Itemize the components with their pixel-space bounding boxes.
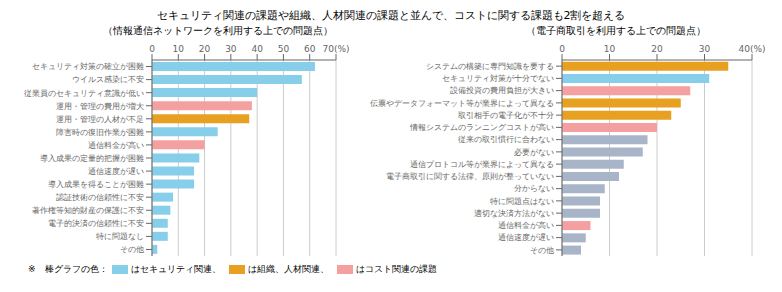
html-text:※ 棒グラフの色：: ※ 棒グラフの色： [28, 263, 108, 274]
svg-text:通信プロトコル等が業界によって異なる: 通信プロトコル等が業界によって異なる [410, 160, 554, 169]
html-text:（情報通信ネットワークを利用する上での問題点）: （情報通信ネットワークを利用する上での問題点） [103, 25, 333, 36]
svg-text:特に問題なし: 特に問題なし [96, 232, 144, 241]
html-text:セキュリティ関連の課題や組織、人材関連の課題と並んで、コスト: セキュリティ関連の課題や組織、人材関連の課題と並んで、コストに関する課題も2割を… [156, 9, 626, 22]
svg-text:その他: その他 [530, 246, 554, 255]
svg-text:導入成果を得ることが困難: 導入成果を得ることが困難 [48, 180, 144, 189]
html-text:は組織、人材関連、: は組織、人材関連、 [247, 263, 329, 274]
svg-text:電子的決済の信頼性に不安: 電子的決済の信頼性に不安 [48, 219, 144, 228]
svg-text:20: 20 [651, 44, 663, 54]
svg-text:20: 20 [199, 44, 211, 54]
svg-text:30: 30 [225, 44, 237, 54]
svg-text:取引相手の電子化が不十分: 取引相手の電子化が不十分 [458, 111, 554, 120]
svg-text:その他: その他 [120, 245, 144, 254]
svg-text:60: 60 [304, 44, 316, 54]
svg-text:50: 50 [278, 44, 290, 54]
svg-text:通信速度が遅い: 通信速度が遅い [88, 167, 144, 176]
svg-text:運用・管理の費用が増大: 運用・管理の費用が増大 [56, 102, 144, 111]
svg-text:40: 40 [251, 44, 263, 54]
svg-text:設備投資の費用負担が大きい: 設備投資の費用負担が大きい [450, 86, 554, 95]
svg-text:運用・管理の人材が不足: 運用・管理の人材が不足 [56, 115, 144, 124]
svg-text:10: 10 [604, 44, 616, 54]
svg-text:導入成果の定量的把握が困難: 導入成果の定量的把握が困難 [40, 154, 144, 163]
svg-text:0: 0 [559, 44, 565, 54]
svg-text:通信速度が遅い: 通信速度が遅い [498, 233, 554, 242]
svg-text:セキュリティ対策が十分でない: セキュリティ対策が十分でない [442, 74, 554, 83]
svg-text:認証技術の信頼性に不安: 認証技術の信頼性に不安 [56, 193, 144, 202]
svg-text:従業員のセキュリティ意識が低い: 従業員のセキュリティ意識が低い [24, 89, 144, 98]
svg-text:30: 30 [699, 44, 711, 54]
svg-text:必要がない: 必要がない [514, 148, 554, 157]
svg-text:著作権等知的財産の保護に不安: 著作権等知的財産の保護に不安 [32, 206, 144, 215]
svg-text:情報システムのランニングコストが高い: 情報システムのランニングコストが高い [409, 123, 554, 132]
svg-text:電子商取引に関する法律、原則が整っていない: 電子商取引に関する法律、原則が整っていない [386, 172, 554, 181]
svg-text:40(%): 40(%) [738, 44, 765, 54]
svg-text:システムの構築に専門知識を要する: システムの構築に専門知識を要する [426, 62, 554, 71]
svg-text:70(%): 70(%) [322, 44, 349, 54]
svg-text:10: 10 [173, 44, 185, 54]
svg-text:通信料金が高い: 通信料金が高い [88, 141, 144, 150]
svg-text:セキュリティ対策の確立が困難: セキュリティ対策の確立が困難 [32, 62, 144, 71]
svg-text:ウイルス感染に不安: ウイルス感染に不安 [72, 75, 144, 84]
html-text:（電子商取引を利用する上での問題点）: （電子商取引を利用する上での問題点） [526, 25, 706, 36]
svg-text:伝票やデータフォーマット等が業界によって異なる: 伝票やデータフォーマット等が業界によって異なる [370, 99, 554, 108]
html-text:はコスト関連の課題: はコスト関連の課題 [355, 263, 437, 274]
svg-text:分からない: 分からない [514, 184, 554, 193]
svg-text:従来の取引慣行に合わない: 従来の取引慣行に合わない [458, 135, 554, 144]
svg-text:通信料金が高い: 通信料金が高い [498, 221, 554, 230]
svg-text:0: 0 [149, 44, 155, 54]
svg-text:障害時の復旧作業が困難: 障害時の復旧作業が困難 [56, 128, 144, 137]
svg-text:適切な決済方法がない: 適切な決済方法がない [474, 209, 554, 218]
svg-text:特に問題点はない: 特に問題点はない [490, 197, 554, 206]
html-text:はセキュリティ関連、: はセキュリティ関連、 [130, 263, 221, 274]
